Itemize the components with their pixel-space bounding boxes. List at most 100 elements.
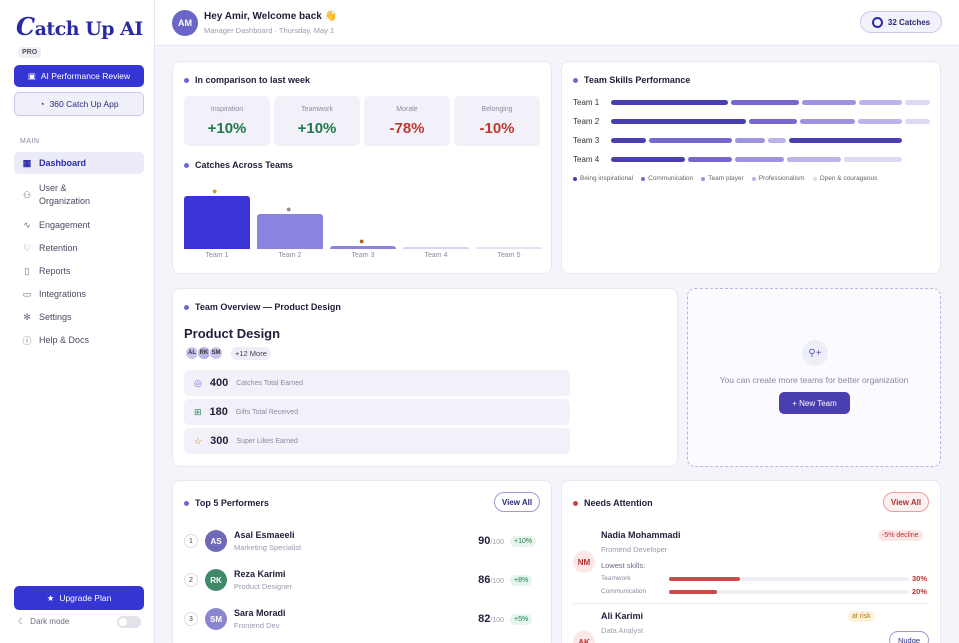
- ai-review-button[interactable]: ▣ AI Performance Review: [14, 65, 144, 87]
- performer-row[interactable]: 3 SM Sara Moradi Frontend Dev 82/100 +5%: [184, 601, 539, 637]
- stat-value: -78%: [389, 120, 425, 137]
- nav-label: User & Organization: [39, 183, 91, 206]
- divider: [573, 603, 929, 604]
- info-text: Gifts Total Received: [235, 408, 299, 416]
- performer-role: Product Designer: [234, 582, 292, 591]
- team-label: Team 3: [573, 136, 600, 145]
- chart-category-label: Team 3: [351, 252, 375, 259]
- catches-count: 32 Catches: [887, 17, 931, 27]
- segment: [768, 138, 786, 143]
- info-number: 180: [209, 406, 228, 418]
- stat-label: Teamwork: [301, 106, 333, 113]
- chart-bar[interactable]: [184, 196, 250, 249]
- nav-engagement[interactable]: ∿ Engagement: [14, 217, 144, 233]
- nav-reports[interactable]: ▯ Reports: [14, 263, 144, 279]
- stat-belonging: Belonging -10%: [454, 96, 540, 146]
- member-avatar[interactable]: SM: [209, 346, 223, 360]
- attention-avatar: AK: [573, 631, 595, 643]
- heart-icon: ♡: [22, 242, 32, 253]
- performer-score: 86: [478, 574, 491, 586]
- star-icon: ☆: [194, 435, 203, 446]
- performer-row[interactable]: 2 RK Reza Karimi Product Designer 86/100 …: [184, 562, 539, 598]
- legend-label: Being inspirational: [580, 175, 634, 182]
- legend-item: Open & courageous: [812, 175, 877, 182]
- top-title-text: Top 5 Performers: [195, 498, 269, 508]
- attention-name[interactable]: Ali Karimi: [601, 611, 644, 621]
- skill-label: Communication: [601, 588, 647, 595]
- logo[interactable]: Catch Up AI: [16, 12, 143, 41]
- top-view-all-button[interactable]: View All: [494, 492, 540, 512]
- nav-label: Settings: [39, 312, 72, 322]
- skill-fill: [669, 577, 740, 581]
- chart-bar[interactable]: [257, 214, 323, 249]
- new-team-card: [687, 288, 941, 467]
- skill-track: [669, 577, 909, 581]
- performer-avatar: RK: [205, 569, 227, 591]
- nudge-button[interactable]: Nudge: [889, 631, 929, 643]
- grid-icon: ▦: [22, 157, 32, 168]
- legend-item: Communication: [641, 175, 693, 182]
- segment: [611, 157, 685, 162]
- legend-dot: [812, 176, 817, 181]
- upgrade-plan-button[interactable]: ★ Upgrade Plan: [14, 586, 144, 610]
- more-members-badge[interactable]: +12 More: [231, 347, 271, 360]
- segment: [611, 119, 746, 124]
- info-icon: ⓘ: [22, 335, 32, 346]
- chart-bar[interactable]: [476, 246, 542, 249]
- bullet-icon: [184, 77, 189, 83]
- bullet-icon: [184, 304, 189, 310]
- performer-delta: +8%: [510, 574, 533, 586]
- main-section-label: MAIN: [20, 138, 40, 145]
- nav-retention[interactable]: ♡ Retention: [14, 240, 144, 256]
- performer-delta: +5%: [510, 613, 533, 625]
- dark-mode-toggle[interactable]: [117, 616, 141, 628]
- info-number: 300: [210, 435, 229, 447]
- segment: [858, 119, 902, 124]
- skill-row-team-3: Team 3: [573, 136, 933, 145]
- gift-icon: ⊞: [194, 406, 202, 417]
- new-team-text: You can create more teams for better org…: [719, 375, 909, 385]
- user-avatar[interactable]: AM: [172, 10, 198, 36]
- logo-letter: C: [16, 12, 35, 41]
- nav-integrations[interactable]: ▭ Integrations: [14, 286, 144, 302]
- file-icon: ▯: [24, 265, 30, 276]
- attention-role: Data Analyst: [601, 626, 644, 635]
- performer-score: 82: [478, 613, 491, 625]
- stat-inspiration: Inspiration +10%: [184, 96, 270, 146]
- needs-attention-card: [561, 480, 941, 643]
- catches-badge[interactable]: 32 Catches: [860, 11, 942, 33]
- chart-category-label: Team 4: [424, 252, 448, 259]
- nav-dashboard[interactable]: ▦ Dashboard: [14, 152, 144, 174]
- segment: [844, 157, 902, 162]
- chart-bar[interactable]: [403, 246, 469, 249]
- attention-view-all-button[interactable]: View All: [883, 492, 929, 512]
- skills-title: Team Skills Performance: [573, 75, 690, 85]
- legend-label: Communication: [648, 175, 694, 182]
- segment: [905, 100, 930, 105]
- stat-label: Belonging: [481, 106, 513, 113]
- nav-user-organization[interactable]: ⚇ User & Organization: [14, 180, 144, 210]
- new-team-button[interactable]: + New Team: [779, 392, 850, 414]
- attention-name[interactable]: Nadia Mohammadi: [601, 530, 681, 540]
- monitor-icon: ▭: [22, 288, 32, 299]
- at-risk-badge: at risk: [848, 611, 875, 622]
- gear-icon: ✻: [23, 311, 31, 322]
- activity-icon: ∿: [23, 219, 31, 230]
- score-max: /100: [490, 578, 504, 585]
- skills-title-text: Team Skills Performance: [584, 75, 691, 85]
- nav-help-docs[interactable]: ⓘ Help & Docs: [14, 332, 144, 348]
- catch-up-app-button[interactable]: ◔ 360 Catch Up App: [14, 92, 144, 116]
- legend-dot: [751, 176, 756, 181]
- stat-label: Morale: [396, 106, 418, 113]
- nav-settings[interactable]: ✻ Settings: [14, 309, 144, 325]
- top-performers-card: [172, 480, 552, 643]
- segment: [610, 100, 729, 105]
- info-number: 400: [209, 377, 229, 389]
- chart-bar[interactable]: [330, 245, 396, 249]
- segment: [731, 100, 799, 105]
- stat-value: +10%: [297, 120, 337, 137]
- performer-row[interactable]: 1 AS Asal Esmaeeli Marketing Specialist 9…: [184, 523, 539, 559]
- greeting: Hey Amir, Welcome back 👋: [204, 11, 338, 22]
- skills-legend: Being inspirational Communication Team p…: [573, 175, 877, 182]
- legend-label: Professionalism: [758, 175, 805, 182]
